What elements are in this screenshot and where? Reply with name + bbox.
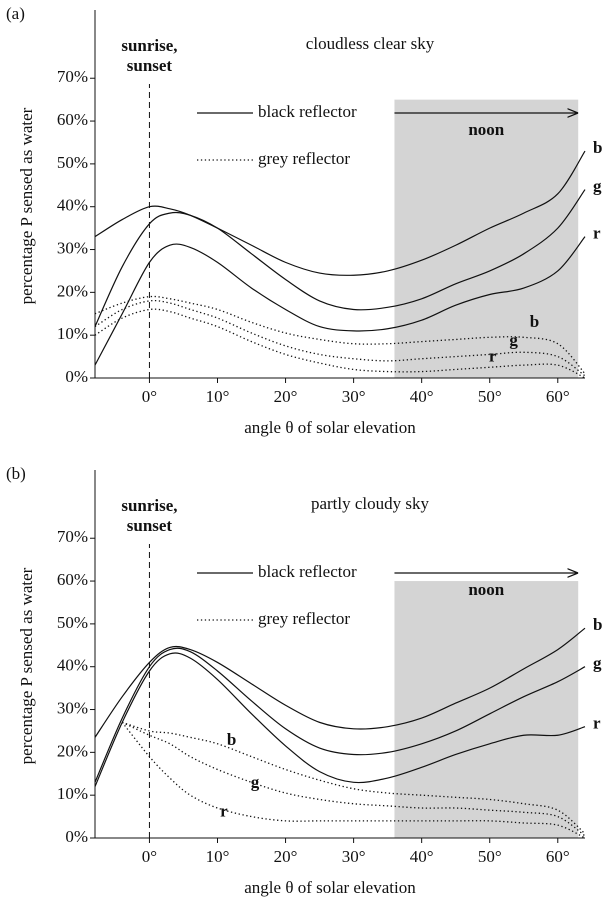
legend-label: grey reflector (258, 149, 350, 168)
sunrise-label: sunrise, (121, 496, 177, 515)
y-tick-label: 20% (57, 281, 88, 300)
series-line (94, 647, 586, 783)
x-tick-label: 10° (206, 847, 230, 866)
noon-label: noon (468, 120, 504, 139)
sunrise-label: sunrise, (121, 36, 177, 55)
noon-region (394, 99, 579, 378)
y-tick-label: 70% (57, 527, 88, 546)
series-label: g (251, 773, 260, 792)
panel-title: cloudless clear sky (306, 34, 435, 53)
x-tick-label: 60° (546, 387, 570, 406)
legend-label: black reflector (258, 102, 357, 121)
series-line (94, 295, 586, 375)
sunrise-label: sunset (127, 516, 173, 535)
panel-label: (b) (6, 464, 26, 483)
series-line (94, 652, 586, 787)
series-label: b (530, 312, 539, 331)
series-label: b (227, 730, 236, 749)
x-tick-label: 60° (546, 847, 570, 866)
series-line (94, 150, 586, 276)
x-axis-label: angle θ of solar elevation (244, 418, 416, 437)
y-tick-label: 60% (57, 110, 88, 129)
y-tick-label: 0% (65, 827, 88, 846)
series-line (122, 721, 586, 835)
sunrise-label: sunset (127, 56, 173, 75)
y-tick-label: 50% (57, 153, 88, 172)
y-tick-label: 20% (57, 741, 88, 760)
series-label: b (593, 138, 602, 157)
y-tick-label: 40% (57, 196, 88, 215)
series-label: g (593, 176, 602, 195)
x-tick-label: 50° (478, 387, 502, 406)
y-axis-label: percentage P sensed as water (17, 107, 36, 304)
series-label: r (220, 801, 228, 820)
x-tick-label: 20° (274, 847, 298, 866)
series-line (94, 236, 586, 366)
x-tick-label: 50° (478, 847, 502, 866)
series-label: b (593, 615, 602, 634)
series-label: r (489, 347, 497, 366)
x-axis-label: angle θ of solar elevation (244, 878, 416, 897)
series-line (94, 627, 586, 738)
x-tick-label: 0° (142, 387, 157, 406)
y-tick-label: 0% (65, 367, 88, 386)
y-tick-label: 10% (57, 784, 88, 803)
x-tick-label: 0° (142, 847, 157, 866)
series-line (121, 721, 586, 837)
series-label: r (593, 224, 601, 243)
series-label: g (593, 654, 602, 673)
series-line (94, 189, 586, 327)
series-label: g (509, 330, 518, 349)
y-tick-label: 50% (57, 613, 88, 632)
x-tick-label: 30° (342, 847, 366, 866)
x-tick-label: 10° (206, 387, 230, 406)
series-label: r (593, 714, 601, 733)
y-tick-label: 10% (57, 324, 88, 343)
x-tick-label: 40° (410, 847, 434, 866)
series-line (121, 721, 586, 839)
x-tick-label: 40° (410, 387, 434, 406)
panel-title: partly cloudy sky (311, 494, 430, 513)
noon-label: noon (468, 580, 504, 599)
y-tick-label: 30% (57, 698, 88, 717)
y-axis-label: percentage P sensed as water (17, 567, 36, 764)
panel-label: (a) (6, 4, 25, 23)
legend-label: black reflector (258, 562, 357, 581)
legend-label: grey reflector (258, 609, 350, 628)
y-tick-label: 60% (57, 570, 88, 589)
y-tick-label: 40% (57, 656, 88, 675)
y-tick-label: 30% (57, 238, 88, 257)
x-tick-label: 30° (342, 387, 366, 406)
x-tick-label: 20° (274, 387, 298, 406)
y-tick-label: 70% (57, 67, 88, 86)
